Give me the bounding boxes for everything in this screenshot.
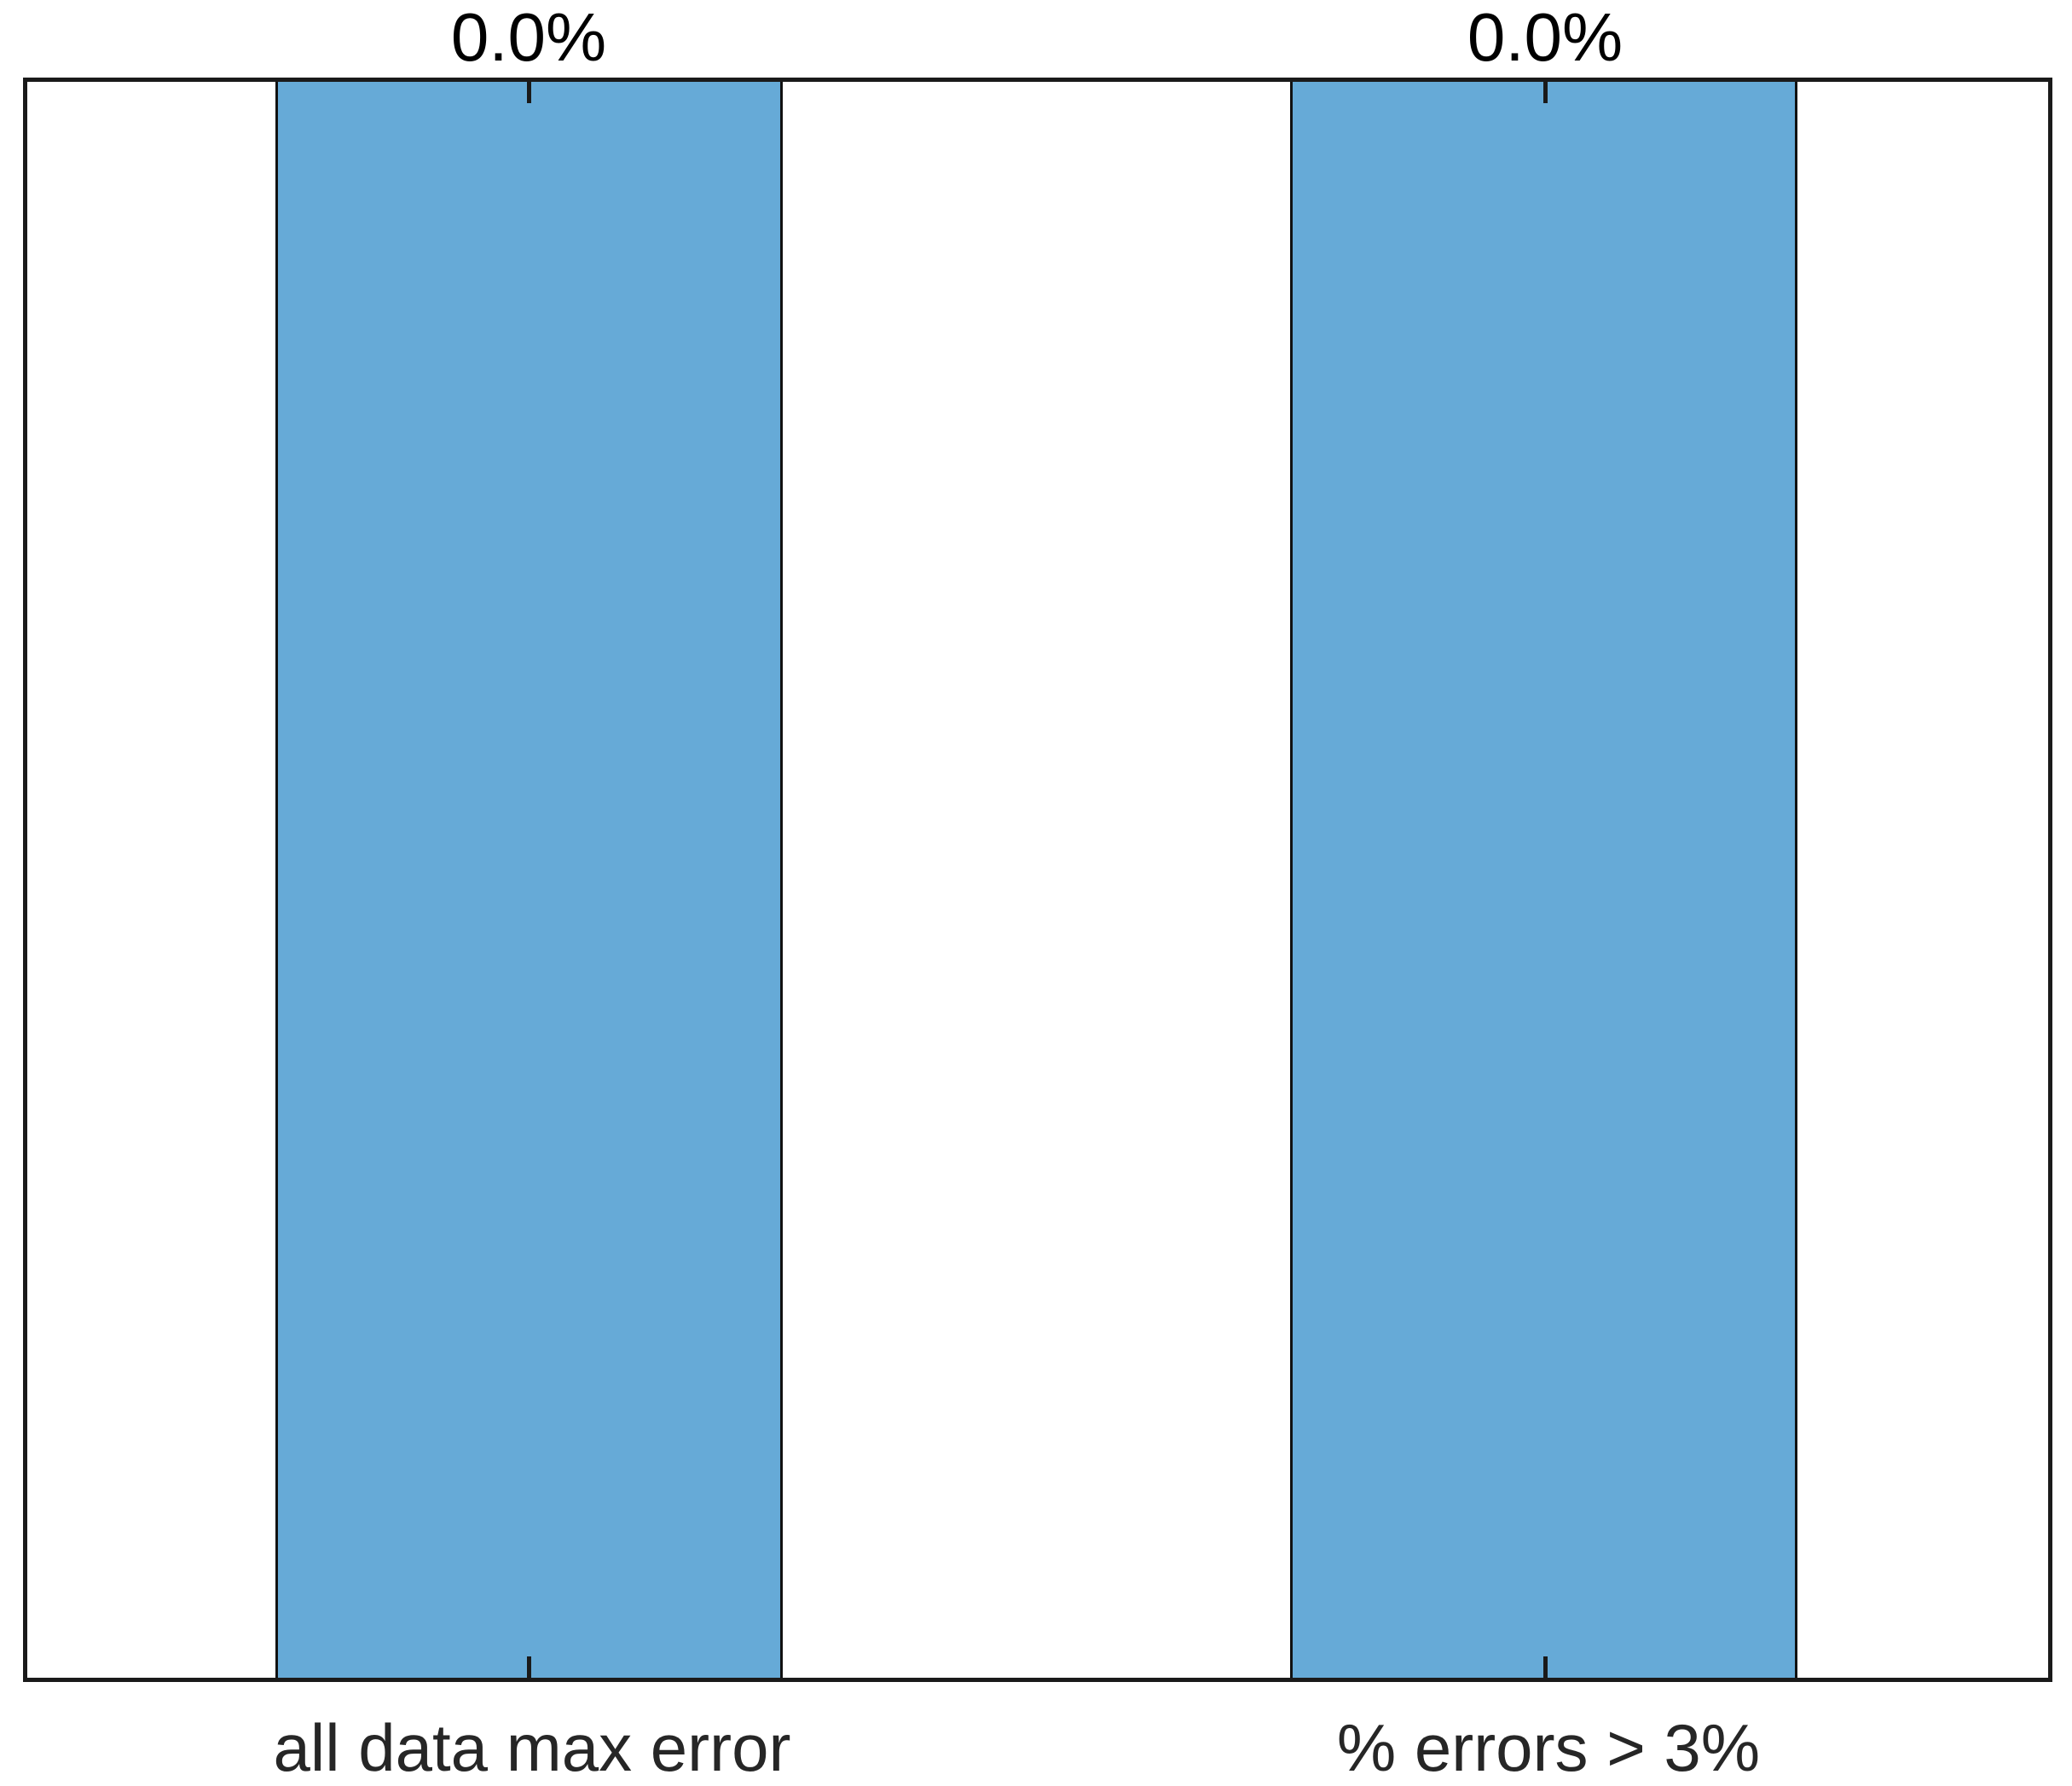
x-axis-category-label: % errors > 3%	[1336, 1710, 1761, 1785]
x-axis-category-label: all data max error	[273, 1710, 791, 1785]
bar	[275, 82, 783, 1678]
plot-area	[23, 78, 2052, 1682]
bar-value-label: 0.0%	[1467, 0, 1623, 75]
x-tick-top	[1543, 82, 1548, 103]
bar-value-label: 0.0%	[450, 0, 607, 75]
x-tick-bottom	[527, 1656, 531, 1678]
x-tick-top	[527, 82, 531, 103]
bar	[1290, 82, 1797, 1678]
x-tick-bottom	[1543, 1656, 1548, 1678]
